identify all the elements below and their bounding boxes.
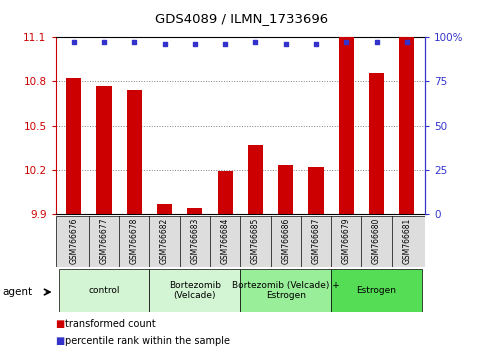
Text: GSM766676: GSM766676	[69, 217, 78, 264]
Bar	[66, 79, 81, 214]
Point	[373, 40, 381, 45]
Text: GDS4089 / ILMN_1733696: GDS4089 / ILMN_1733696	[155, 12, 328, 25]
Bar	[399, 37, 414, 214]
Point	[252, 40, 259, 45]
Bar	[127, 90, 142, 214]
Point	[100, 40, 108, 45]
Point	[221, 41, 229, 47]
Bar	[278, 166, 293, 214]
Text: GSM766683: GSM766683	[190, 217, 199, 264]
Point	[312, 41, 320, 47]
Point	[161, 41, 169, 47]
Bar	[309, 167, 324, 214]
Text: ■: ■	[56, 336, 65, 346]
Bar	[187, 208, 202, 214]
Text: Bortezomib
(Velcade): Bortezomib (Velcade)	[169, 281, 221, 300]
Bar	[157, 204, 172, 214]
Text: ■: ■	[56, 319, 65, 329]
Text: GSM766679: GSM766679	[342, 217, 351, 264]
Text: percentile rank within the sample: percentile rank within the sample	[65, 336, 230, 346]
Bar	[97, 86, 112, 214]
Bar	[248, 145, 263, 214]
Text: GSM766685: GSM766685	[251, 217, 260, 264]
Text: GSM766681: GSM766681	[402, 217, 412, 264]
Text: GSM766678: GSM766678	[130, 217, 139, 264]
Bar	[339, 37, 354, 214]
Text: control: control	[88, 286, 120, 295]
Point	[282, 41, 290, 47]
Point	[130, 40, 138, 45]
Text: Bortezomib (Velcade) +
Estrogen: Bortezomib (Velcade) + Estrogen	[232, 281, 340, 300]
Text: GSM766682: GSM766682	[160, 217, 169, 264]
Bar	[217, 171, 233, 214]
Text: GSM766677: GSM766677	[99, 217, 109, 264]
Text: transformed count: transformed count	[65, 319, 156, 329]
Point	[342, 40, 350, 45]
Text: GSM766680: GSM766680	[372, 217, 381, 264]
Bar	[149, 269, 241, 312]
Point	[70, 40, 78, 45]
Point	[403, 40, 411, 45]
Point	[191, 41, 199, 47]
Text: GSM766687: GSM766687	[312, 217, 321, 264]
Text: Estrogen: Estrogen	[356, 286, 397, 295]
Bar	[369, 73, 384, 214]
Text: GSM766686: GSM766686	[281, 217, 290, 264]
Bar	[58, 269, 149, 312]
Text: GSM766684: GSM766684	[221, 217, 229, 264]
Bar	[241, 269, 331, 312]
Text: agent: agent	[2, 287, 32, 297]
Bar	[331, 269, 422, 312]
